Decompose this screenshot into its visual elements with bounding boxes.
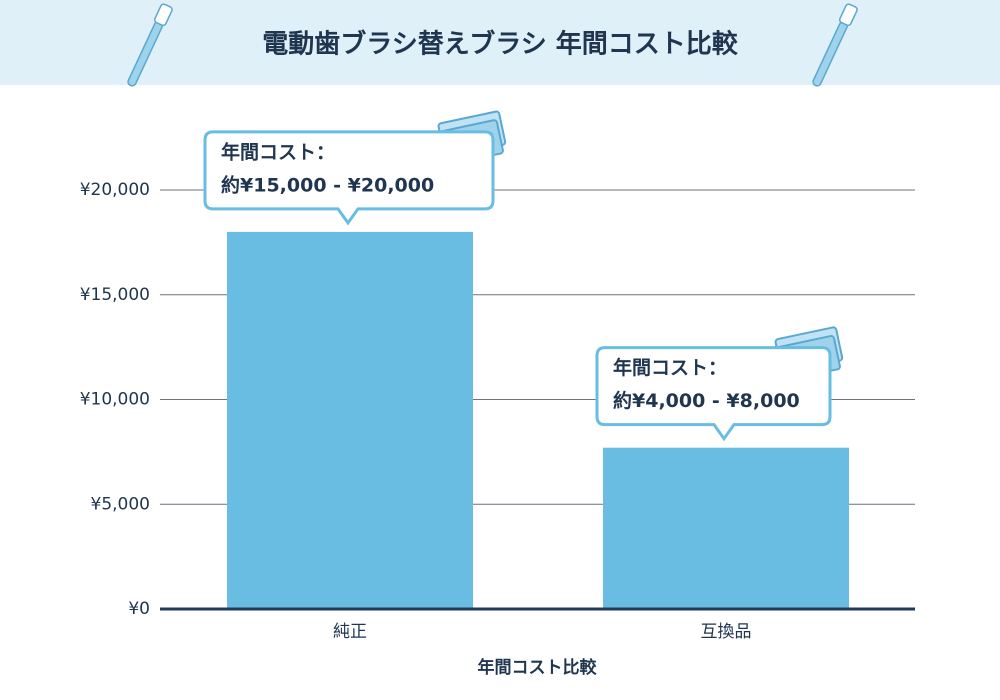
callout-text: 約¥4,000 - ¥8,000: [613, 389, 800, 412]
y-tick-label: ¥20,000: [80, 180, 150, 200]
y-tick-label: ¥0: [128, 599, 150, 619]
y-tick-label: ¥15,000: [80, 285, 150, 305]
chart-title: 電動歯ブラシ替えブラシ 年間コスト比較: [262, 29, 738, 60]
bar: [603, 447, 849, 609]
x-axis-label: 年間コスト比較: [478, 657, 598, 678]
x-tick-label: 純正: [333, 622, 367, 642]
bar: [227, 231, 473, 609]
callout-text: 約¥15,000 - ¥20,000: [221, 173, 434, 196]
y-tick-label: ¥10,000: [80, 390, 150, 410]
callout-text: 年間コスト：: [613, 356, 727, 379]
toothbrush-icon: [127, 3, 173, 87]
callout-text: 年間コスト：: [221, 140, 335, 163]
callout-box: [595, 346, 832, 442]
y-tick-label: ¥5,000: [91, 494, 150, 514]
callout-box: [203, 130, 495, 226]
x-tick-label: 互換品: [701, 622, 752, 642]
toothbrush-icon: [812, 3, 858, 87]
